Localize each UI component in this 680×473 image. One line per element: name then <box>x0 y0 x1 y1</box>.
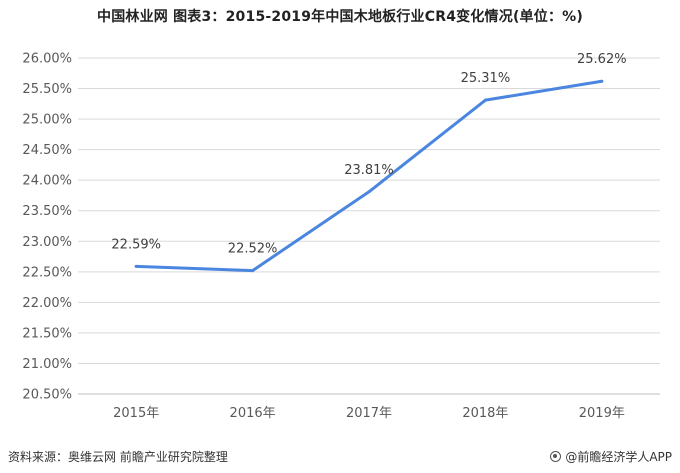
brand-text: @前瞻经济学人APP <box>565 450 672 464</box>
y-tick-label: 20.50% <box>22 388 72 403</box>
data-point <box>251 269 255 273</box>
y-tick-label: 22.50% <box>22 265 72 280</box>
y-tick-label: 23.50% <box>22 204 72 219</box>
data-point <box>367 190 371 194</box>
x-tick-label: 2018年 <box>462 406 508 421</box>
y-tick-label: 21.00% <box>22 357 72 372</box>
grid-lines <box>78 57 660 395</box>
y-tick-label: 25.50% <box>22 82 72 97</box>
y-tick-label: 25.00% <box>22 113 72 128</box>
series-line <box>134 79 604 273</box>
x-tick-label: 2019年 <box>579 406 625 421</box>
data-label: 22.59% <box>111 237 161 252</box>
y-tick-label: 23.00% <box>22 235 72 250</box>
data-point <box>134 264 138 268</box>
data-point <box>483 98 487 102</box>
y-tick-label: 22.00% <box>22 296 72 311</box>
y-tick-label: 26.00% <box>22 52 72 67</box>
y-axis: 20.50% 21.00% 21.50% 22.00% 22.50% 23.00% 23.5… <box>22 52 72 403</box>
y-tick-label: 21.50% <box>22 326 72 341</box>
brand-credit: @前瞻经济学人APP <box>550 448 672 465</box>
brand-logo-icon <box>550 451 562 462</box>
y-tick-label: 24.50% <box>22 143 72 158</box>
data-label: 25.31% <box>461 71 511 86</box>
data-label: 25.62% <box>577 52 627 67</box>
data-labels: 22.59% 22.52% 23.81% 25.31% 25.62% <box>111 52 626 256</box>
data-point <box>600 79 604 83</box>
x-tick-label: 2017年 <box>346 406 392 421</box>
x-tick-label: 2016年 <box>230 406 276 421</box>
x-tick-label: 2015年 <box>113 406 159 421</box>
data-label: 23.81% <box>344 163 394 178</box>
y-tick-label: 24.00% <box>22 174 72 189</box>
data-label: 22.52% <box>228 242 278 257</box>
chart-title: 中国林业网 图表3：2015-2019年中国木地板行业CR4变化情况(单位：%) <box>97 9 583 25</box>
source-note: 资料来源：奥维云网 前瞻产业研究院整理 <box>8 450 228 464</box>
x-axis: 2015年 2016年 2017年 2018年 2019年 <box>113 406 625 421</box>
